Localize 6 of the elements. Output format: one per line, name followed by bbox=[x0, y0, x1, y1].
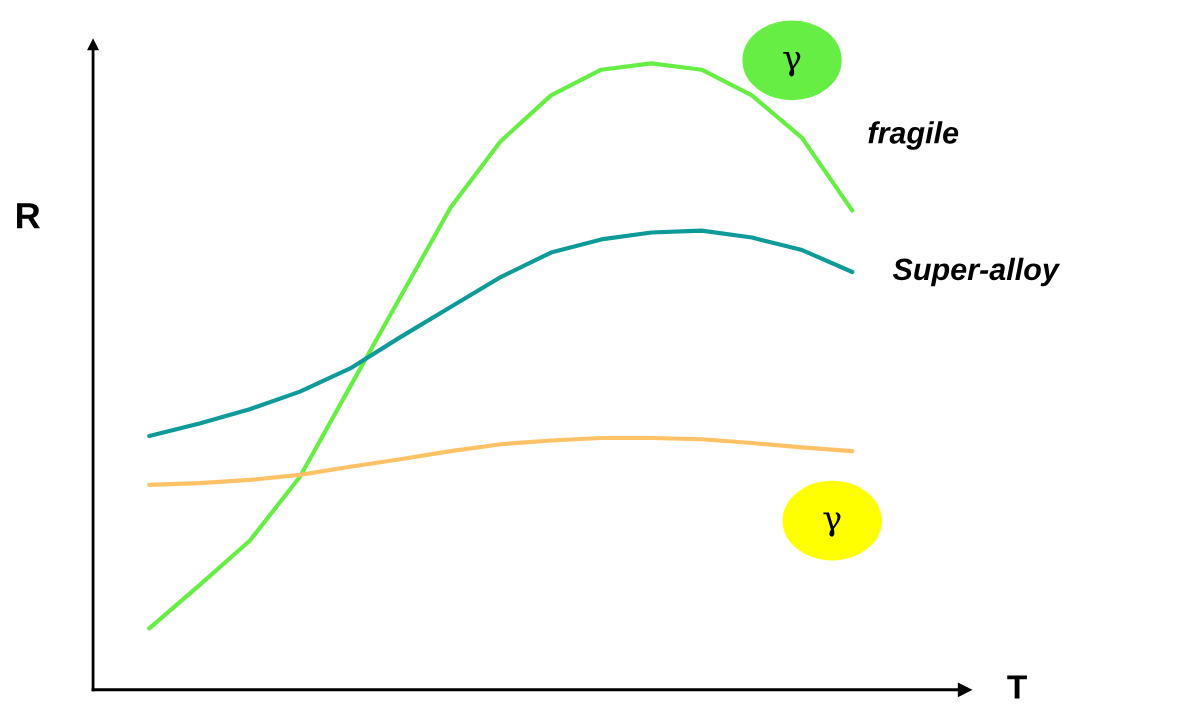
y-axis-title: R bbox=[17, 203, 40, 229]
x-axis-title: T bbox=[1007, 675, 1027, 699]
series-label: fragile bbox=[868, 121, 959, 150]
series-label: Super-alloy bbox=[892, 257, 1061, 287]
annotation: γ bbox=[783, 52, 801, 77]
annotation: γ bbox=[823, 512, 841, 537]
